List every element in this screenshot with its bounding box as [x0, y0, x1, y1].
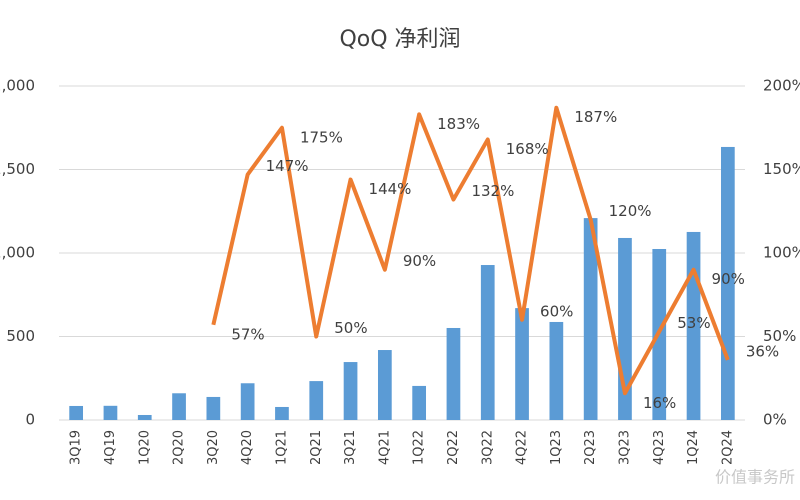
x-tick-label: 3Q19	[69, 430, 84, 465]
data-label: 175%	[300, 128, 343, 146]
y2-tick-label: 0%	[763, 411, 787, 429]
data-label: 36%	[746, 342, 779, 360]
bar	[549, 321, 564, 420]
y2-tick-label: 100%	[763, 244, 800, 262]
x-tick-label: 3Q22	[480, 430, 495, 465]
y-tick-label: 2,000	[0, 77, 35, 95]
data-label: 132%	[471, 182, 514, 200]
bar	[343, 362, 358, 420]
x-tick-label: 2Q23	[583, 430, 598, 465]
data-label: 90%	[712, 270, 745, 288]
y2-tick-label: 150%	[763, 160, 800, 178]
bar	[412, 385, 427, 420]
x-tick-label: 4Q19	[103, 430, 118, 465]
data-label: 168%	[506, 140, 549, 158]
data-label: 57%	[231, 325, 264, 343]
data-label: 144%	[369, 180, 412, 198]
x-tick-label: 2Q24	[720, 430, 735, 465]
x-tick-label: 1Q24	[686, 430, 701, 465]
bar	[515, 308, 529, 420]
x-tick-label: 3Q23	[617, 430, 632, 465]
x-tick-label: 4Q21	[377, 430, 392, 465]
x-tick-label: 4Q22	[515, 430, 530, 465]
x-tick-label: 3Q20	[206, 430, 221, 465]
y2-tick-label: 50%	[763, 327, 796, 345]
x-tick-label: 2Q21	[309, 430, 324, 465]
data-label: 120%	[609, 202, 652, 220]
watermark: 价值事务所	[715, 468, 795, 487]
bar	[137, 414, 152, 420]
bar	[172, 393, 186, 420]
y2-tick-label: 200%	[763, 77, 800, 95]
data-label: 147%	[266, 157, 309, 175]
x-tick-label: 2Q20	[172, 430, 187, 465]
x-tick-label: 1Q21	[274, 430, 289, 465]
x-tick-label: 1Q20	[137, 430, 152, 465]
x-tick-label: 4Q23	[652, 430, 667, 465]
bar	[583, 218, 598, 420]
data-label: 53%	[677, 314, 710, 332]
x-tick-label: 2Q22	[446, 430, 461, 465]
chart-title: QoQ 净利润	[339, 27, 460, 52]
y-tick-label: 1,500	[0, 160, 35, 178]
x-tick-label: 1Q22	[412, 430, 427, 465]
x-tick-label: 3Q21	[343, 430, 358, 465]
data-label: 187%	[574, 108, 617, 126]
x-tick-label: 4Q20	[240, 430, 255, 465]
bar	[69, 405, 84, 420]
data-label: 183%	[437, 115, 480, 133]
bar	[103, 405, 118, 420]
line	[211, 105, 730, 396]
bar	[309, 381, 324, 420]
bar	[480, 265, 495, 420]
bar	[240, 383, 255, 420]
y-tick-label: 1,000	[0, 244, 35, 262]
bar	[275, 406, 289, 420]
data-label: 50%	[334, 319, 367, 337]
x-tick-label: 1Q23	[549, 430, 564, 465]
data-label: 16%	[643, 394, 676, 412]
y-tick-label: 0	[25, 411, 35, 429]
data-label: 90%	[403, 252, 436, 270]
bar	[446, 327, 461, 420]
y-tick-label: 500	[6, 327, 35, 345]
bar	[206, 396, 221, 420]
data-label: 60%	[540, 302, 573, 320]
bar	[377, 350, 392, 420]
